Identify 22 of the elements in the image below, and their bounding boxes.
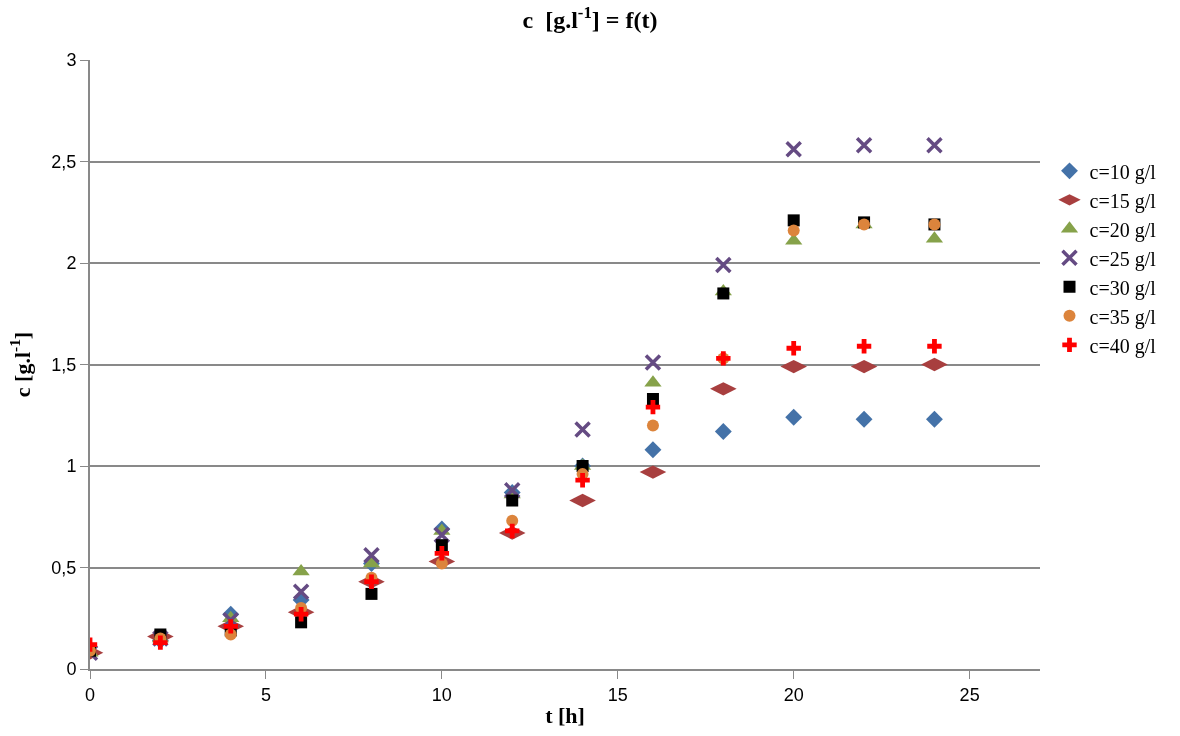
x-tick-label: 15 (607, 684, 628, 705)
legend-label: c=25 g/l (1089, 247, 1157, 271)
legend-label: c=20 g/l (1089, 218, 1157, 242)
legend-label: c=40 g/l (1089, 334, 1157, 358)
x-tick-label: 10 (431, 684, 452, 705)
legend-label: c=15 g/l (1089, 189, 1157, 213)
y-tick-label: 2,5 (51, 151, 77, 172)
legend-label: c=35 g/l (1089, 305, 1157, 329)
chart-title: c [g.l$^{-1}$] = f(t) (522, 2, 658, 33)
x-tick-label: 25 (959, 684, 980, 705)
y-tick-label: 2 (66, 253, 77, 274)
legend-label: c=10 g/l (1089, 160, 1157, 184)
x-tick-label: 5 (260, 684, 271, 705)
y-tick-label: 0 (66, 659, 77, 680)
legend-label: c=30 g/l (1089, 276, 1157, 300)
x-tick-label: 0 (84, 684, 96, 705)
x-axis-title: t [h] (545, 703, 585, 728)
y-tick-label: 3 (66, 50, 77, 71)
x-tick-label: 20 (783, 684, 804, 705)
y-tick-label: 1 (66, 456, 77, 477)
y-tick-label: 0,5 (51, 557, 77, 578)
y-tick-label: 1,5 (51, 354, 77, 375)
